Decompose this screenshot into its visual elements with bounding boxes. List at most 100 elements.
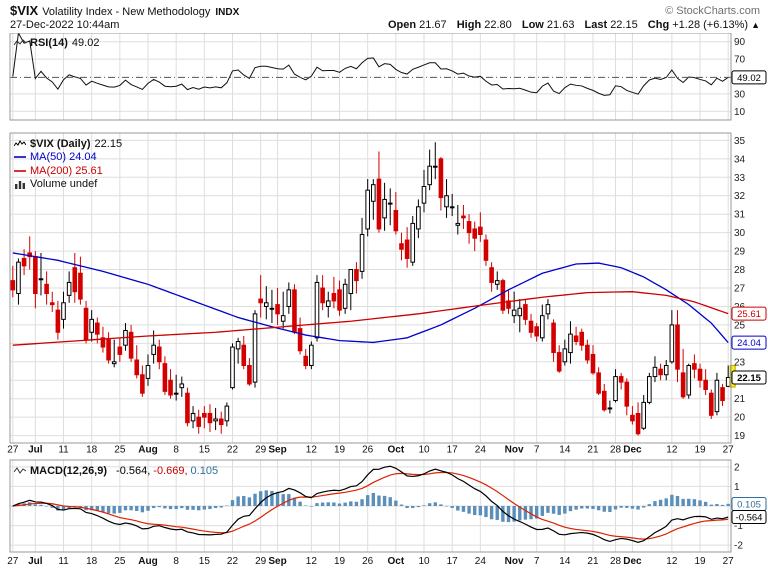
candle-body xyxy=(252,313,258,383)
candle-body xyxy=(202,412,207,418)
macd-histogram-bar xyxy=(168,506,173,510)
macd-histogram-bar xyxy=(258,491,263,506)
axis-chip-value: -0.564 xyxy=(736,513,763,524)
open-label: Open xyxy=(387,19,417,31)
candle-body xyxy=(568,333,573,354)
macd-histogram-bar xyxy=(394,500,398,506)
candle-body xyxy=(162,363,168,392)
candle-body xyxy=(708,392,714,416)
candle-body xyxy=(466,221,472,234)
ma50-line xyxy=(12,252,729,344)
x-axis-label: 15 xyxy=(199,445,211,456)
macd-histogram-bar xyxy=(512,506,516,522)
macd-histogram-bar xyxy=(563,506,567,514)
macd-signal-line xyxy=(12,471,729,540)
macd-histogram-bar xyxy=(123,506,128,511)
high-label: High xyxy=(456,19,482,31)
candle-body xyxy=(286,289,292,307)
candle-body xyxy=(16,261,21,295)
candle-body xyxy=(156,346,162,363)
macd-histogram-bar xyxy=(591,506,595,509)
macd-histogram-bar xyxy=(501,506,505,522)
candle-body xyxy=(382,198,387,219)
macd-histogram-bar xyxy=(540,506,545,516)
x-axis-label: 29 xyxy=(255,556,267,567)
macd-histogram-bar xyxy=(377,495,381,506)
copyright-link[interactable]: © StockCharts.com xyxy=(665,5,760,17)
candle-body xyxy=(663,365,669,376)
macd-histogram-bar xyxy=(495,506,499,520)
axis-chip xyxy=(731,335,767,350)
candle-body xyxy=(49,302,55,306)
macd-histogram-bar xyxy=(681,498,685,506)
macd-histogram-bar xyxy=(523,506,528,520)
macd-histogram-bar xyxy=(157,506,161,508)
axis-label: 1 xyxy=(734,482,740,493)
candle-body xyxy=(478,226,483,235)
macd-histogram-bar xyxy=(337,503,342,506)
axis-chip xyxy=(731,306,767,321)
macd-histogram-bar xyxy=(698,500,702,506)
macd-histogram-bar xyxy=(196,506,201,511)
ma200-line-icon xyxy=(14,169,26,172)
axis-label: 33 xyxy=(734,173,746,184)
candle-body xyxy=(213,418,218,422)
chart-svg: 1920212223242526272829303132333435103070… xyxy=(7,33,767,567)
x-axis-label: 19 xyxy=(334,556,346,567)
chg-label: Chg xyxy=(647,19,670,31)
axis-label: 32 xyxy=(734,191,746,202)
candle-body xyxy=(590,353,596,374)
candle-body xyxy=(410,222,416,263)
candle-body xyxy=(297,328,303,352)
macd-histogram-bar xyxy=(360,499,364,506)
macd-histogram-bar xyxy=(489,506,494,520)
macd-histogram-bar xyxy=(371,492,376,506)
chg-value: +1.28 (+6.13%) xyxy=(672,19,749,31)
axis-chip-value: 24.04 xyxy=(737,338,761,349)
axis-chip-value: 22.15 xyxy=(737,373,761,384)
macd-histogram-bar xyxy=(163,506,167,509)
candle-body xyxy=(455,222,461,226)
x-axis-label: Jul xyxy=(28,445,43,456)
candle-body xyxy=(235,341,241,350)
candle-body xyxy=(630,414,635,422)
macd-histogram-bar xyxy=(315,503,319,506)
candle-body xyxy=(607,407,613,410)
candle-body xyxy=(720,387,725,402)
rsi-panel xyxy=(10,33,731,120)
candle-body xyxy=(325,300,331,307)
macd-histogram-bar xyxy=(439,504,443,506)
candle-body xyxy=(21,257,27,267)
x-axis-label: 14 xyxy=(559,445,571,456)
macd-histogram-bar xyxy=(416,506,421,508)
x-axis-label: 8 xyxy=(173,445,179,456)
x-axis-label: 25 xyxy=(114,445,126,456)
candle-body xyxy=(551,322,556,354)
x-axis-label: Aug xyxy=(138,556,157,567)
x-axis-label: Dec xyxy=(623,556,642,567)
ma200-label: MA(200) 25.61 xyxy=(30,164,103,177)
macd-histogram-bar xyxy=(50,506,54,508)
candle-body xyxy=(641,401,646,429)
axis-label: 20 xyxy=(734,413,746,424)
axis-label: 25 xyxy=(734,320,746,331)
candle-body xyxy=(613,376,618,402)
macd-histogram-bar xyxy=(585,506,590,509)
macd-histogram-bar xyxy=(365,495,370,506)
candle-body xyxy=(714,379,720,413)
candle-body xyxy=(506,300,511,309)
macd-histogram-bar xyxy=(625,506,629,508)
macd-histogram-bar xyxy=(304,505,308,506)
macd-histogram-bar xyxy=(39,504,43,506)
candle-body xyxy=(100,337,106,348)
macd-histogram-bar xyxy=(484,506,488,518)
macd-histogram-bar xyxy=(473,506,477,516)
macd-histogram-bar xyxy=(213,506,218,509)
macd-histogram-bar xyxy=(118,506,122,513)
macd-histogram-bar xyxy=(715,503,719,506)
macd-histogram-bar xyxy=(388,497,392,506)
axis-chip xyxy=(731,370,767,385)
macd-histogram-bar xyxy=(191,506,195,510)
macd-histogram-bar xyxy=(411,506,415,509)
